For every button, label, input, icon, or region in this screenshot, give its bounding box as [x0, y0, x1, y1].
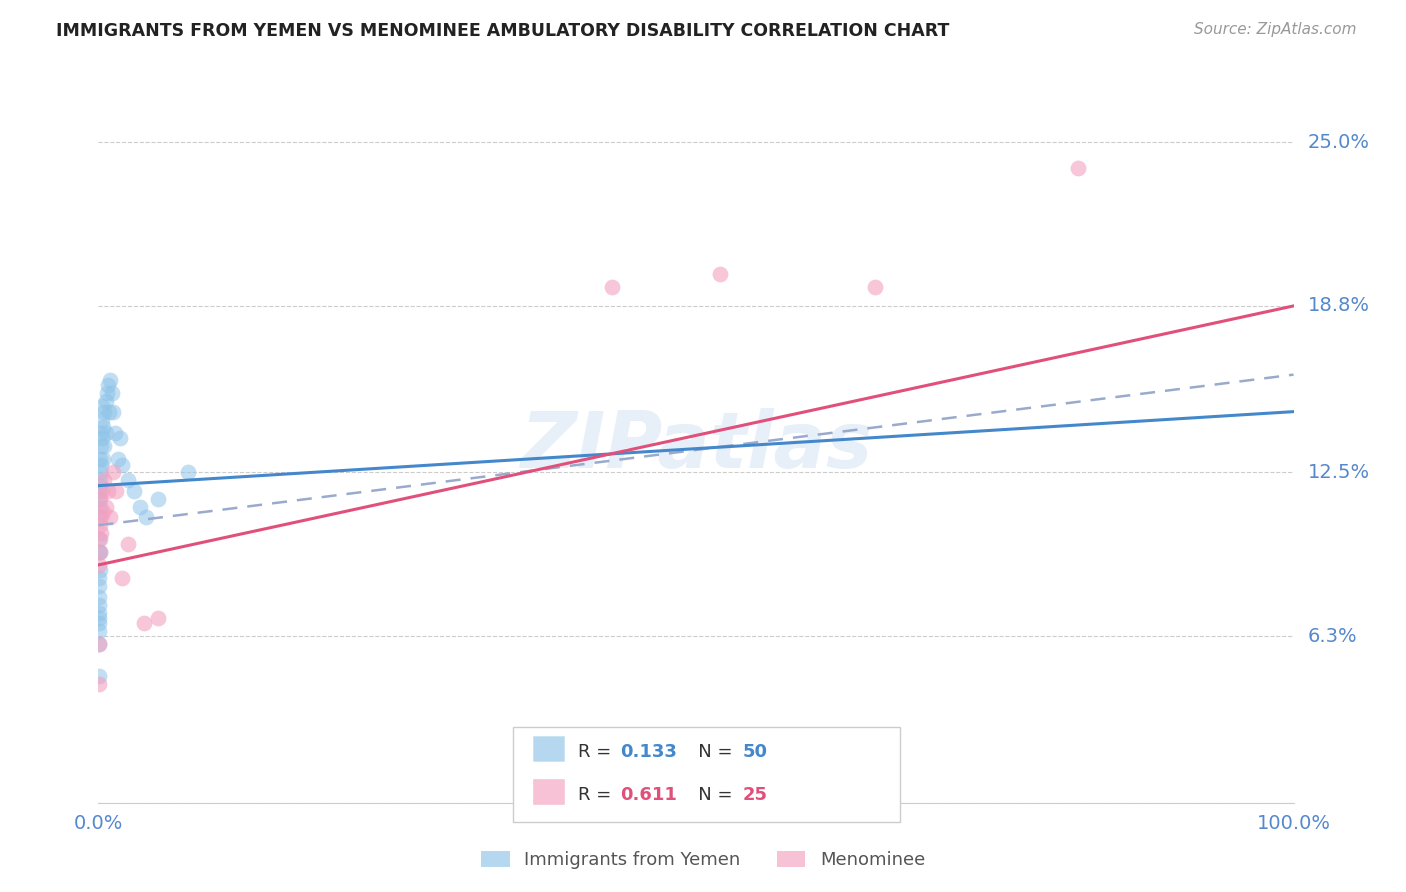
Point	[87, 637, 110, 651]
Point	[89, 669, 111, 683]
Point	[104, 425, 127, 440]
Point	[89, 483, 111, 498]
Text: 0.611: 0.611	[620, 786, 676, 804]
Point	[89, 491, 111, 506]
Point	[94, 394, 117, 409]
Point	[90, 425, 112, 440]
Point	[87, 532, 110, 546]
Point	[87, 624, 110, 638]
Point	[1067, 161, 1090, 176]
Point	[96, 386, 118, 401]
Point	[98, 510, 122, 524]
Point	[89, 474, 111, 488]
Point	[111, 458, 134, 472]
Point	[89, 500, 111, 514]
Text: N =: N =	[681, 786, 738, 804]
Text: IMMIGRANTS FROM YEMEN VS MENOMINEE AMBULATORY DISABILITY CORRELATION CHART: IMMIGRANTS FROM YEMEN VS MENOMINEE AMBUL…	[56, 22, 949, 40]
Text: Source: ZipAtlas.com: Source: ZipAtlas.com	[1194, 22, 1357, 37]
Point	[132, 616, 155, 631]
Point	[135, 510, 157, 524]
Point	[91, 400, 114, 414]
Point	[91, 420, 114, 434]
Point	[90, 510, 112, 524]
Point	[87, 590, 110, 604]
Point	[148, 611, 170, 625]
Point	[709, 267, 731, 281]
Point	[93, 404, 115, 418]
Text: 6.3%: 6.3%	[1308, 627, 1357, 646]
Point	[91, 505, 114, 519]
Point	[117, 537, 139, 551]
Text: N =: N =	[681, 743, 738, 761]
Point	[105, 483, 128, 498]
Point	[865, 280, 887, 294]
Point	[111, 571, 134, 585]
Point	[91, 431, 114, 445]
Point	[89, 545, 111, 559]
Point	[89, 491, 111, 506]
Point	[108, 431, 131, 445]
Point	[90, 439, 112, 453]
Point	[89, 563, 111, 577]
Point	[89, 579, 111, 593]
Legend: Immigrants from Yemen, Menominee: Immigrants from Yemen, Menominee	[472, 842, 934, 879]
Text: ZIPatlas: ZIPatlas	[520, 408, 872, 484]
Point	[87, 637, 110, 651]
Text: 25: 25	[742, 786, 768, 804]
Text: R =: R =	[578, 743, 617, 761]
Point	[89, 571, 111, 585]
Point	[91, 452, 114, 467]
Point	[107, 452, 129, 467]
Point	[97, 483, 120, 498]
Point	[94, 500, 117, 514]
Point	[87, 598, 110, 612]
Point	[101, 466, 124, 480]
Text: 18.8%: 18.8%	[1308, 296, 1369, 316]
Point	[97, 378, 120, 392]
Text: 50: 50	[742, 743, 768, 761]
Point	[89, 545, 111, 559]
Point	[90, 458, 112, 472]
Point	[89, 452, 111, 467]
Point	[117, 474, 139, 488]
Text: 25.0%: 25.0%	[1308, 133, 1369, 152]
Point	[129, 500, 152, 514]
Point	[87, 677, 110, 691]
Point	[124, 483, 146, 498]
Point	[602, 280, 624, 294]
Point	[100, 386, 122, 401]
Point	[87, 606, 110, 620]
Point	[89, 532, 111, 546]
Text: 0.133: 0.133	[620, 743, 676, 761]
Point	[98, 404, 121, 418]
Point	[101, 404, 124, 418]
Point	[90, 466, 112, 480]
Point	[87, 611, 110, 625]
Point	[91, 483, 114, 498]
Point	[89, 510, 111, 524]
Point	[148, 491, 170, 506]
Text: 12.5%: 12.5%	[1308, 463, 1369, 482]
Point	[87, 545, 110, 559]
Point	[87, 616, 110, 631]
Point	[90, 526, 112, 541]
Point	[93, 474, 115, 488]
Point	[89, 478, 111, 492]
Point	[94, 425, 117, 440]
Point	[93, 439, 115, 453]
Point	[89, 518, 111, 533]
Text: R =: R =	[578, 786, 617, 804]
Point	[87, 558, 110, 572]
Point	[91, 412, 114, 426]
Point	[98, 373, 122, 387]
Point	[177, 466, 200, 480]
